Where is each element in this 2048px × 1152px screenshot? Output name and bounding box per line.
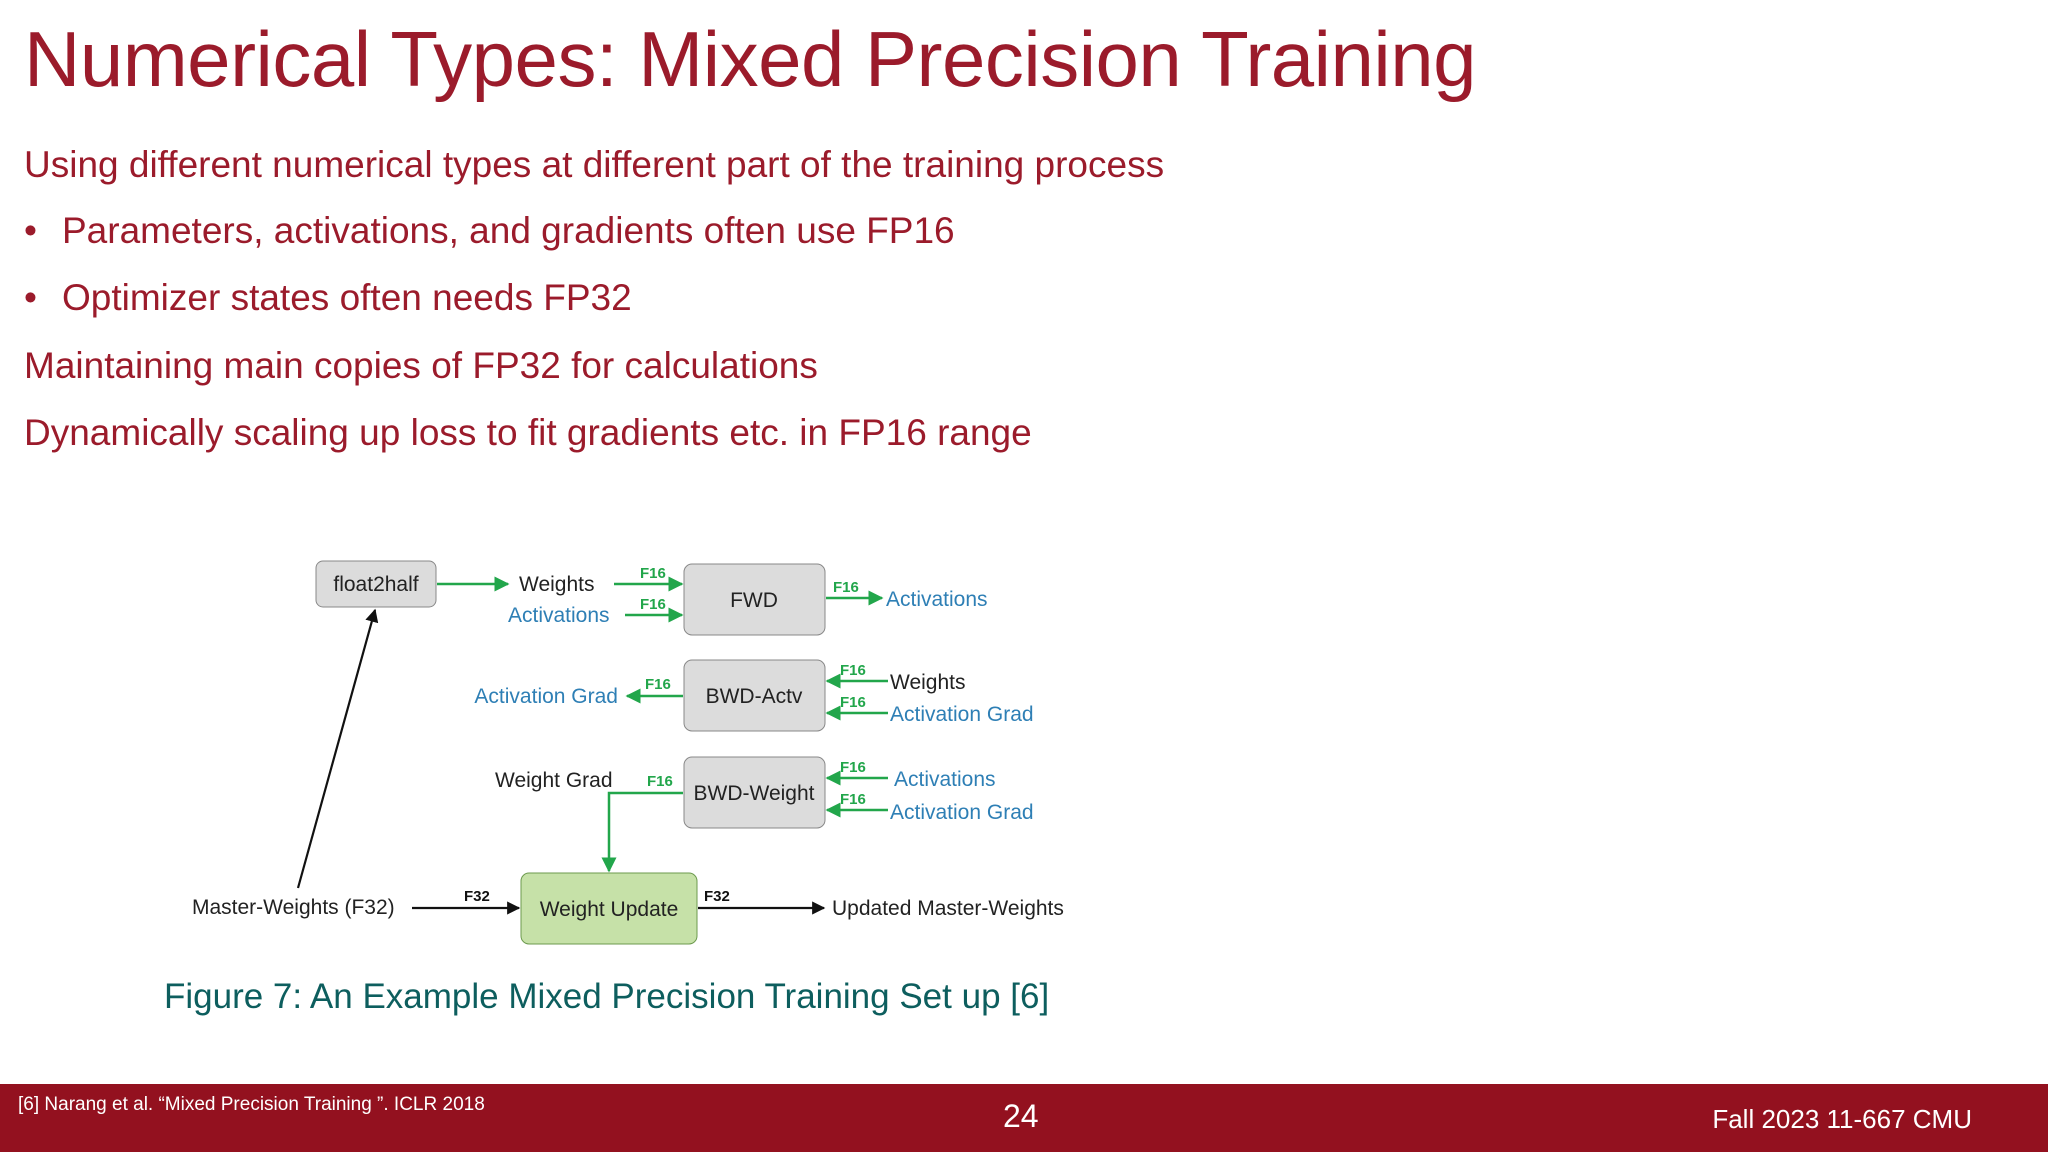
bwd-actv-box: BWD-Actv	[683, 659, 826, 732]
f16-tag: F16	[645, 676, 671, 693]
weight-update-label: Weight Update	[540, 898, 679, 921]
figure-caption: Figure 7: An Example Mixed Precision Tra…	[164, 977, 1050, 1016]
f32-tag: F32	[464, 888, 490, 905]
bullet-marker: •	[24, 210, 37, 251]
intro-line: Using different numerical types at diffe…	[24, 144, 1165, 185]
loss-scaling-line: Dynamically scaling up loss to fit gradi…	[24, 412, 1032, 453]
weights-in-label: Weights	[519, 573, 594, 596]
bwd-actv-label: BWD-Actv	[706, 685, 803, 708]
weight-grad-label: Weight Grad	[495, 769, 613, 792]
f32-tag: F32	[704, 888, 730, 905]
f16-tag: F16	[640, 596, 666, 613]
weights-bwd-label: Weights	[890, 671, 965, 694]
activations-in-label: Activations	[508, 604, 610, 627]
footer-bar: [6] Narang et al. “Mixed Precision Train…	[0, 1084, 2048, 1152]
activations-out-label: Activations	[886, 588, 988, 611]
activation-grad-out-label: Activation Grad	[474, 685, 618, 708]
activations-bwdw-label: Activations	[894, 768, 996, 791]
weight-grad-arrow	[601, 791, 683, 873]
float2half-label: float2half	[333, 573, 418, 596]
f16-tag: F16	[640, 565, 666, 582]
f16-tag: F16	[647, 773, 673, 790]
f16-tag: F16	[840, 694, 866, 711]
footer-reference: [6] Narang et al. “Mixed Precision Train…	[18, 1094, 485, 1115]
bwd-weight-label: BWD-Weight	[694, 782, 815, 805]
fwd-box: FWD	[683, 563, 826, 636]
weight-update-box: Weight Update	[520, 872, 698, 945]
mixed-precision-diagram: float2half FWD BWD-Actv BWD-Weight Weigh…	[192, 560, 1064, 945]
bullet-fp16: Parameters, activations, and gradients o…	[62, 210, 955, 251]
fwd-label: FWD	[730, 589, 778, 612]
course-label: Fall 2023 11-667 CMU	[1712, 1104, 1972, 1134]
master-to-float2half-arrow	[296, 608, 379, 889]
f16-tag: F16	[840, 791, 866, 808]
updated-master-label: Updated Master-Weights	[832, 897, 1064, 920]
bullet-fp32: Optimizer states often needs FP32	[62, 277, 632, 318]
f16-tag: F16	[840, 759, 866, 776]
master-weights-label: Master-Weights (F32)	[192, 896, 395, 919]
slide-title: Numerical Types: Mixed Precision Trainin…	[24, 15, 1476, 103]
bwd-weight-box: BWD-Weight	[683, 756, 826, 829]
main-copies-line: Maintaining main copies of FP32 for calc…	[24, 345, 818, 386]
activation-grad-bwd-label: Activation Grad	[890, 703, 1034, 726]
f16-tag: F16	[840, 662, 866, 679]
f16-tag: F16	[833, 579, 859, 596]
float2half-box: float2half	[315, 560, 437, 608]
activation-grad-bwdw-label: Activation Grad	[890, 801, 1034, 824]
page-number: 24	[1003, 1098, 1039, 1134]
bullet-marker: •	[24, 277, 37, 318]
